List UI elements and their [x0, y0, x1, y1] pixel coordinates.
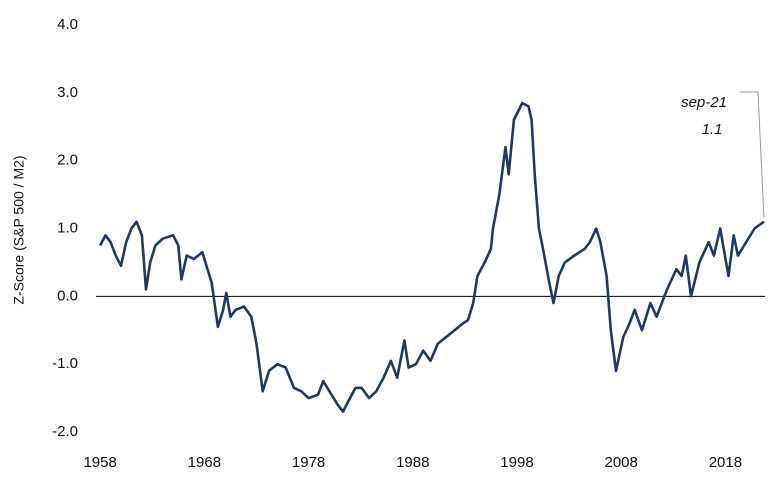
x-tick-label: 2018	[709, 454, 742, 471]
annotation-leader	[740, 91, 765, 218]
x-tick-label: 1958	[83, 454, 116, 471]
annotation-date: sep-21	[681, 94, 727, 111]
x-tick-label: 2008	[605, 454, 638, 471]
y-tick-label: -2.0	[52, 423, 78, 440]
y-tick-label: 2.0	[57, 152, 78, 169]
x-tick-label: 1978	[292, 454, 325, 471]
y-tick-label: 0.0	[57, 287, 78, 304]
y-tick-label: 3.0	[57, 84, 78, 101]
x-tick-label: 1988	[396, 454, 429, 471]
y-tick-label: 1.0	[57, 219, 78, 236]
x-tick-label: 1998	[500, 454, 533, 471]
data-line	[99, 101, 765, 413]
y-tick-label: 4.0	[57, 16, 78, 33]
annotation-value: 1.1	[702, 121, 723, 138]
y-axis-label: Z-Score (S&P 500 / M2)	[11, 155, 27, 304]
x-tick-label: 1968	[188, 454, 221, 471]
y-tick-label: -1.0	[52, 355, 78, 372]
